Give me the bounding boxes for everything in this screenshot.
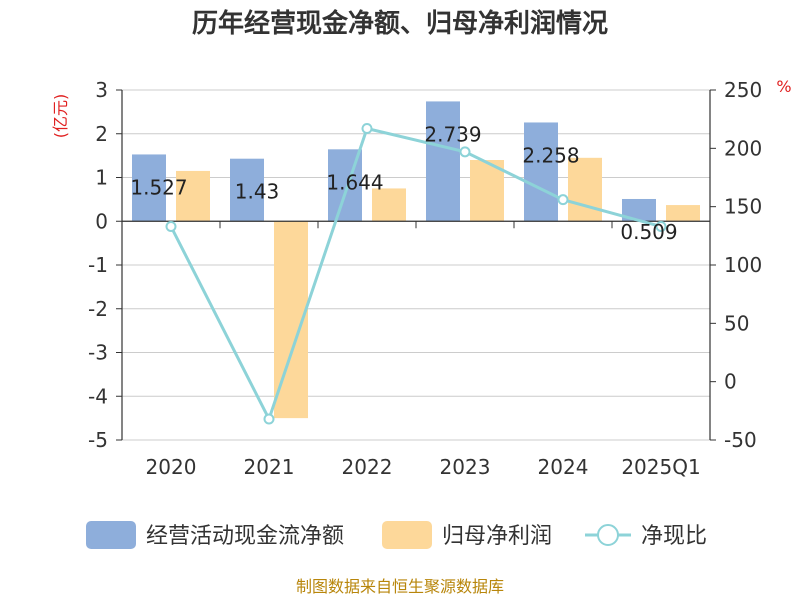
grid-lines — [122, 89, 710, 441]
data-labels-group: 1.527 1.43 1.644 2.739 2.258 0.509 — [130, 122, 677, 244]
ratio-point — [361, 123, 373, 134]
right-tick-label: -50 — [724, 428, 757, 452]
left-tick-label: -2 — [88, 297, 108, 321]
cashflow-data-label: 2.739 — [424, 122, 481, 146]
legend-label: 净现比 — [641, 524, 707, 549]
right-tick-label: 250 — [724, 78, 762, 102]
left-tick-label: 2 — [95, 122, 108, 146]
left-tick-label: -4 — [88, 384, 108, 408]
cashflow-data-label: 0.509 — [620, 220, 677, 244]
legend-label: 归母净利润 — [442, 524, 552, 549]
legend-item-3[interactable]: 净现比 — [585, 524, 707, 549]
net-profit-bar — [372, 188, 406, 222]
legend-item-2[interactable]: 归母净利润 — [382, 521, 552, 549]
cashflow-bar — [132, 154, 166, 222]
source-note: 制图数据来自恒生聚源数据库 — [296, 577, 504, 596]
bars-group — [132, 101, 700, 419]
net-profit-bar — [470, 160, 504, 222]
legend-swatch — [86, 521, 136, 549]
category-label: 2025Q1 — [621, 455, 700, 479]
net-profit-bar — [666, 205, 700, 222]
cashflow-data-label: 2.258 — [522, 143, 579, 167]
ratio-line — [169, 126, 662, 423]
cashflow-bar — [230, 158, 264, 222]
left-tick-label: -5 — [88, 428, 108, 452]
legend-label: 经营活动现金流净额 — [146, 524, 344, 549]
category-label: 2020 — [146, 455, 197, 479]
category-label: 2022 — [342, 455, 393, 479]
cashflow-bar — [622, 198, 656, 222]
cashflow-data-label: 1.644 — [326, 170, 383, 194]
ratio-line-group — [165, 123, 667, 425]
net-profit-bar — [176, 170, 210, 222]
left-tick-label: 1 — [95, 166, 108, 190]
right-axis-unit: % — [776, 77, 791, 96]
cashflow-bar — [426, 101, 460, 222]
legend-swatch — [382, 521, 432, 549]
ratio-point — [263, 413, 275, 425]
cashflow-data-label: 1.527 — [130, 175, 187, 199]
legend-marker-swatch — [597, 524, 619, 546]
left-tick-label: -1 — [88, 253, 108, 277]
left-tick-label: 0 — [95, 209, 108, 233]
right-tick-label: 150 — [724, 195, 762, 219]
legend[interactable]: 经营活动现金流净额 归母净利润 净现比 — [86, 521, 707, 549]
ratio-point — [557, 194, 569, 206]
category-label: 2023 — [440, 455, 491, 479]
legend-item-1[interactable]: 经营活动现金流净额 — [86, 521, 344, 549]
left-tick-label: 3 — [95, 78, 108, 102]
category-label: 2021 — [244, 455, 295, 479]
ratio-point — [459, 146, 471, 158]
ratio-point — [165, 221, 177, 232]
left-tick-label: -3 — [88, 341, 108, 365]
axes-group: 3 2 1 0 -1 -2 -3 -4 -5 250 200 150 100 50 0 -50 2020 2021… — [88, 78, 762, 479]
chart-title: 历年经营现金净额、归母净利润情况 — [192, 8, 608, 39]
category-label: 2024 — [538, 455, 589, 479]
right-tick-label: 100 — [724, 253, 762, 277]
ratio-point — [655, 221, 667, 232]
right-tick-label: 200 — [724, 136, 762, 160]
right-tick-label: 50 — [724, 311, 749, 335]
left-axis-unit: (亿元) — [51, 94, 70, 139]
cashflow-bar — [524, 122, 558, 222]
right-tick-label: 0 — [724, 370, 737, 394]
net-profit-bar — [568, 157, 602, 222]
cashflow-data-label: 1.43 — [235, 180, 280, 204]
